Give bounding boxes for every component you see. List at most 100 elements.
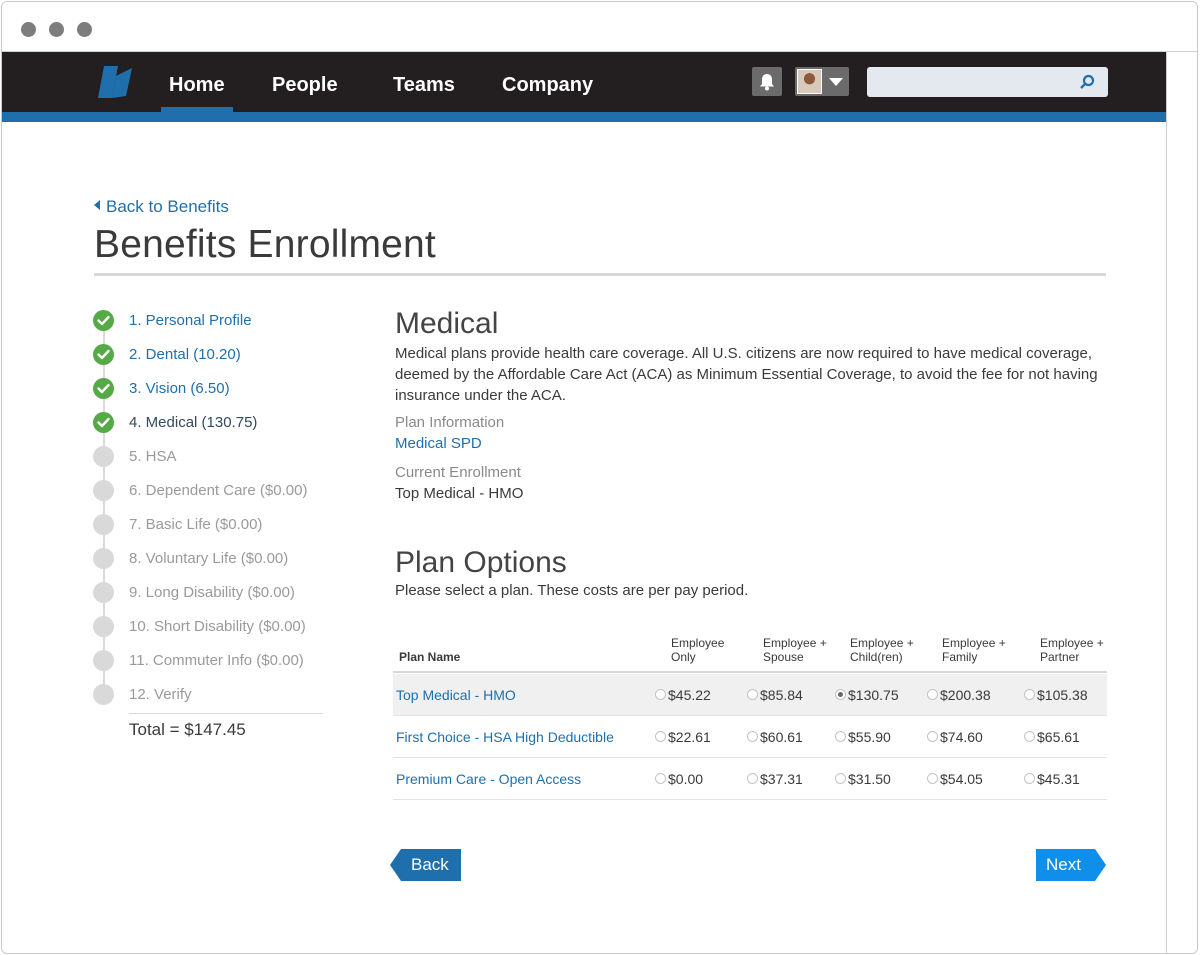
navbar-accent-stripe	[2, 112, 1168, 122]
column-header-line1: Employee +	[1040, 636, 1104, 650]
window-maximize-dot[interactable]	[77, 22, 92, 37]
plan-options-subtitle: Please select a plan. These costs are pe…	[395, 582, 749, 599]
step-pending-icon	[93, 480, 114, 501]
plan-price: $22.61	[668, 729, 711, 745]
top-navbar: Home People Teams Company	[2, 52, 1168, 112]
step-pending-icon	[93, 514, 114, 535]
scrollbar[interactable]	[1166, 52, 1197, 953]
step-item[interactable]: 11. Commuter Info ($0.00)	[93, 648, 333, 672]
step-item[interactable]: 7. Basic Life ($0.00)	[93, 512, 333, 536]
column-header-line2: Only	[671, 650, 696, 664]
column-header-line2: Spouse	[763, 650, 804, 664]
step-item[interactable]: 2. Dental (10.20)	[93, 342, 333, 366]
notifications-button[interactable]	[752, 67, 782, 96]
plan-price: $54.05	[940, 771, 983, 787]
check-circle-icon	[93, 344, 114, 365]
nav-teams[interactable]: Teams	[393, 74, 455, 96]
radio-button[interactable]	[835, 689, 846, 700]
radio-button[interactable]	[927, 731, 938, 742]
steps-connector-line	[103, 320, 105, 694]
back-button[interactable]: Back	[390, 849, 461, 881]
plan-name-link[interactable]: First Choice - HSA High Deductible	[396, 729, 614, 745]
plan-name-link[interactable]: Premium Care - Open Access	[396, 771, 582, 787]
enrollment-total: Total = $147.45	[129, 720, 246, 739]
medical-heading: Medical	[395, 307, 499, 340]
column-header: Employee + Partner	[1040, 636, 1104, 664]
step-pending-icon	[93, 650, 114, 671]
step-label: 4. Medical (130.75)	[129, 414, 258, 431]
radio-button[interactable]	[655, 689, 666, 700]
step-item[interactable]: 1. Personal Profile	[93, 308, 333, 332]
radio-button[interactable]	[655, 773, 666, 784]
page-title: Benefits Enrollment	[94, 223, 436, 266]
step-item[interactable]: 6. Dependent Care ($0.00)	[93, 478, 333, 502]
plan-price: $45.31	[1037, 771, 1080, 787]
step-label: 11. Commuter Info ($0.00)	[129, 652, 304, 669]
step-item[interactable]: 4. Medical (130.75)	[93, 410, 333, 434]
chevron-down-icon	[829, 78, 843, 86]
step-label: 2. Dental (10.20)	[129, 346, 241, 363]
radio-button[interactable]	[747, 731, 758, 742]
step-item[interactable]: 3. Vision (6.50)	[93, 376, 333, 400]
step-label: 12. Verify	[129, 686, 192, 703]
nav-company[interactable]: Company	[502, 74, 594, 96]
medical-description: Medical plans provide health care covera…	[395, 345, 1098, 404]
step-label: 9. Long Disability ($0.00)	[129, 584, 295, 601]
plan-price: $60.61	[760, 729, 803, 745]
check-circle-icon	[93, 378, 114, 399]
check-circle-icon	[93, 310, 114, 331]
back-link-label: Back to Benefits	[106, 197, 229, 216]
radio-button[interactable]	[835, 773, 846, 784]
column-header-line1: Plan Name	[399, 650, 461, 664]
step-label: 1. Personal Profile	[129, 312, 252, 329]
search-icon[interactable]	[1079, 74, 1095, 90]
nav-people[interactable]: People	[272, 74, 338, 96]
step-label: 8. Voluntary Life ($0.00)	[129, 550, 289, 567]
current-enrollment-label: Current Enrollment	[395, 464, 521, 481]
step-item[interactable]: 9. Long Disability ($0.00)	[93, 580, 333, 604]
plan-price: $45.22	[668, 687, 711, 703]
back-to-benefits-link[interactable]: Back to Benefits	[94, 197, 229, 217]
plan-price: $37.31	[760, 771, 803, 787]
account-menu-button[interactable]	[795, 67, 849, 96]
plan-price: $200.38	[940, 687, 991, 703]
search-input[interactable]	[867, 67, 1108, 97]
radio-button[interactable]	[835, 731, 846, 742]
step-item[interactable]: 10. Short Disability ($0.00)	[93, 614, 333, 638]
radio-button[interactable]	[927, 773, 938, 784]
window-titlebar	[2, 2, 1197, 52]
column-header-line2: Family	[942, 650, 978, 664]
column-header: Employee + Spouse	[763, 636, 827, 664]
medical-spd-link[interactable]: Medical SPD	[395, 435, 482, 452]
step-pending-icon	[93, 616, 114, 637]
window-close-dot[interactable]	[21, 22, 36, 37]
radio-button[interactable]	[655, 731, 666, 742]
column-header-line1: Employee +	[942, 636, 1006, 650]
title-divider	[94, 273, 1106, 276]
step-label: 7. Basic Life ($0.00)	[129, 516, 263, 533]
column-header: Employee Only	[671, 636, 724, 664]
column-header-line1: Employee	[671, 636, 725, 650]
step-item[interactable]: 12. Verify	[93, 682, 333, 706]
nav-home[interactable]: Home	[161, 52, 233, 112]
window-minimize-dot[interactable]	[49, 22, 64, 37]
plan-price: $31.50	[848, 771, 891, 787]
radio-button[interactable]	[747, 773, 758, 784]
radio-button[interactable]	[1024, 773, 1035, 784]
plan-price: $65.61	[1037, 729, 1080, 745]
step-label: 6. Dependent Care ($0.00)	[129, 482, 308, 499]
current-enrollment-value: Top Medical - HMO	[395, 485, 524, 502]
plan-price: $74.60	[940, 729, 983, 745]
plan-price: $85.84	[760, 687, 803, 703]
next-button[interactable]: Next	[1036, 849, 1106, 881]
step-label: 5. HSA	[129, 448, 177, 465]
radio-button[interactable]	[747, 689, 758, 700]
brand-logo-icon[interactable]	[94, 62, 136, 102]
plan-name-link[interactable]: Top Medical - HMO	[396, 687, 516, 703]
step-item[interactable]: 5. HSA	[93, 444, 333, 468]
step-item[interactable]: 8. Voluntary Life ($0.00)	[93, 546, 333, 570]
radio-button[interactable]	[1024, 731, 1035, 742]
radio-button[interactable]	[1024, 689, 1035, 700]
step-pending-icon	[93, 548, 114, 569]
radio-button[interactable]	[927, 689, 938, 700]
